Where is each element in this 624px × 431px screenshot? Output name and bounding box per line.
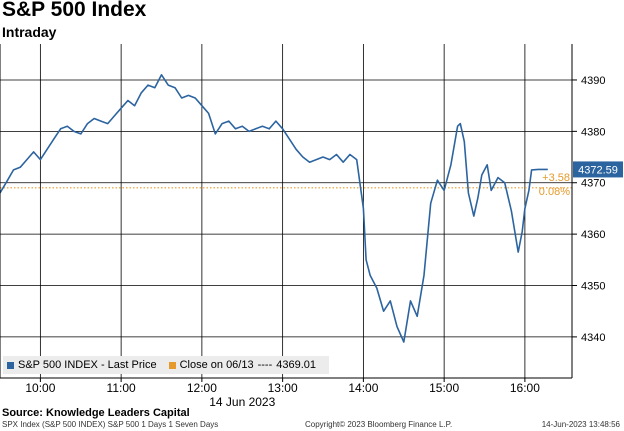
x-tick-label: 14:00 <box>348 381 378 395</box>
y-tick-label: 4380 <box>581 126 605 138</box>
change-pct-label: 0.08% <box>539 186 570 198</box>
grid-layer <box>0 44 572 378</box>
x-tick-label: 10:00 <box>25 381 55 395</box>
legend-ref-value: 4369.01 <box>276 359 317 371</box>
annotation-layer: 4372.59 +3.58 0.08% <box>539 161 623 198</box>
footer-left: SPX Index (S&P 500 INDEX) S&P 500 1 Days… <box>2 420 219 429</box>
y-tick-label: 4370 <box>581 178 605 190</box>
y-tick-label: 4360 <box>581 229 605 241</box>
y-tick-label: 4390 <box>581 75 605 87</box>
series-line <box>0 74 548 343</box>
y-tick-label: 4350 <box>581 281 605 293</box>
x-axis-label: 14 Jun 2023 <box>209 395 275 409</box>
source-note: Source: Knowledge Leaders Capital <box>2 407 190 419</box>
series-layer <box>0 74 548 343</box>
legend-series-swatch <box>7 361 14 369</box>
chart-title: S&P 500 Index <box>2 0 147 21</box>
legend-ref-dashes: ---- <box>257 359 273 371</box>
change-points-label: +3.58 <box>542 172 570 184</box>
legend-series-label: S&P 500 INDEX - Last Price <box>18 359 157 371</box>
last-value-box <box>573 161 623 178</box>
legend: S&P 500 INDEX - Last Price Close on 06/1… <box>3 356 329 374</box>
legend-ref-swatch <box>168 361 176 369</box>
x-tick-label: 12:00 <box>187 381 217 395</box>
chart-subtitle: Intraday <box>2 24 57 40</box>
footer-right: 14-Jun-2023 13:48:56 <box>541 420 620 429</box>
legend-ref-label: Close on 06/13 <box>179 359 254 371</box>
footer-center: Copyright© 2023 Bloomberg Finance L.P. <box>305 420 453 429</box>
x-tick-label: 15:00 <box>429 381 459 395</box>
x-tick-label: 11:00 <box>107 381 136 395</box>
y-tick-label: 4340 <box>581 332 605 344</box>
last-value-label: 4372.59 <box>578 164 618 176</box>
x-tick-label: 13:00 <box>268 381 298 395</box>
x-tick-label: 16:00 <box>510 381 540 395</box>
